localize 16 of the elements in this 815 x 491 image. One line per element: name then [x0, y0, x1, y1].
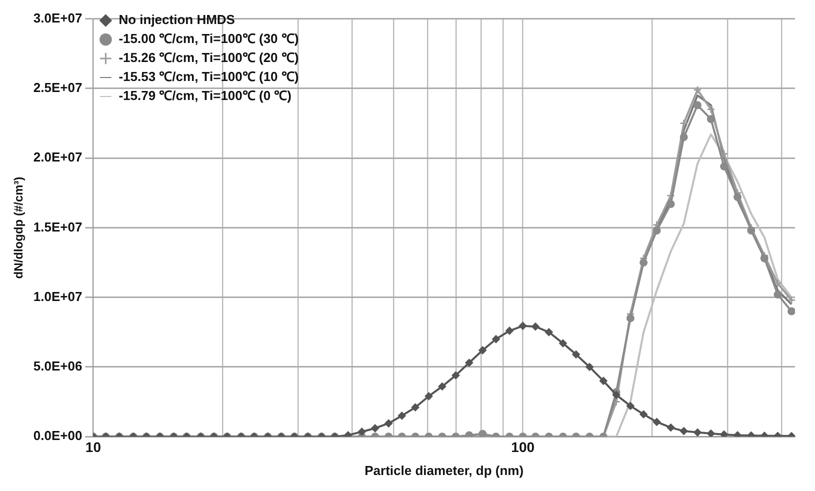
- legend-label: No injection HMDS: [118, 12, 236, 28]
- y-tick-label: 2.0E+07: [33, 150, 82, 165]
- y-tick-label: 3.0E+07: [33, 10, 82, 26]
- y-axis-title: dN/dlogdp (#/cm³): [12, 176, 26, 279]
- x-axis-title: Particle diameter, dp (nm): [364, 462, 524, 478]
- legend-label: -15.26 ℃/cm, Ti=100℃ (20 ℃): [118, 50, 299, 66]
- legend-label: -15.79 ℃/cm, Ti=100℃ (0 ℃): [118, 88, 292, 104]
- y-tick-label: 2.5E+07: [33, 80, 82, 96]
- x-tick-label: 100: [511, 438, 535, 455]
- y-tick-label: 1.5E+07: [33, 219, 82, 234]
- legend-label: -15.00 ℃/cm, Ti=100℃ (30 ℃): [118, 31, 299, 46]
- legend-label: -15.53 ℃/cm, Ti=100℃ (10 ℃): [118, 69, 299, 84]
- y-tick-label: 1.0E+07: [33, 288, 82, 304]
- y-tick-label: 5.0E+06: [33, 358, 82, 374]
- y-tick-label: 0.0E+00: [33, 428, 82, 444]
- x-tick-label: 10: [85, 438, 102, 455]
